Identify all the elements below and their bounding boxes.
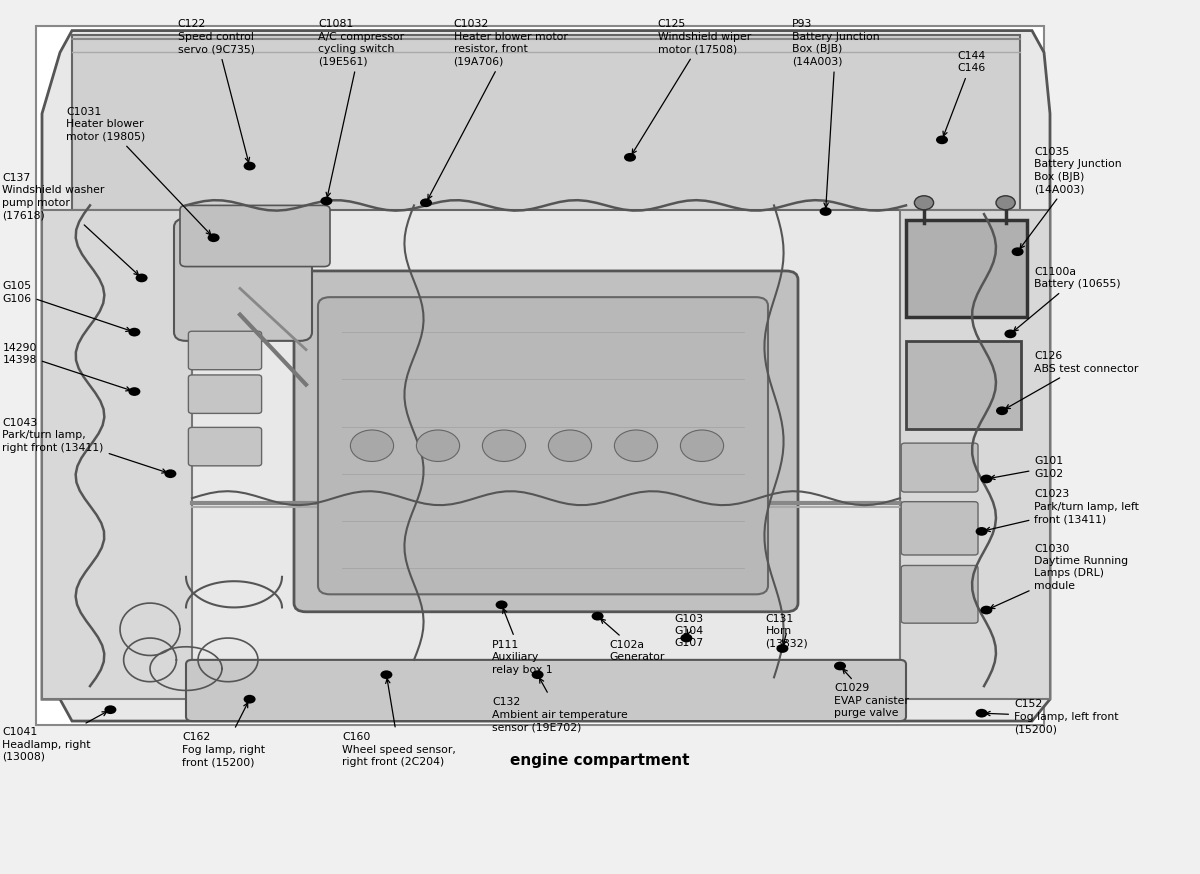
Text: C102a
Generator: C102a Generator	[601, 619, 665, 662]
Text: C1031
Heater blower
motor (19805): C1031 Heater blower motor (19805)	[66, 107, 211, 235]
Text: C1023
Park/turn lamp, left
front (13411): C1023 Park/turn lamp, left front (13411)	[985, 489, 1139, 531]
Text: C122
Speed control
servo (9C735): C122 Speed control servo (9C735)	[178, 19, 254, 162]
Circle shape	[614, 430, 658, 461]
Circle shape	[244, 162, 256, 170]
Circle shape	[208, 233, 220, 242]
Text: C126
ABS test connector: C126 ABS test connector	[1006, 351, 1139, 409]
Text: G105
G106: G105 G106	[2, 281, 131, 331]
Text: C1081
A/C compressor
cycling switch
(19E561): C1081 A/C compressor cycling switch (19E…	[318, 19, 404, 197]
FancyBboxPatch shape	[188, 427, 262, 466]
Text: C162
Fog lamp, right
front (15200): C162 Fog lamp, right front (15200)	[182, 703, 265, 767]
Circle shape	[482, 430, 526, 461]
Circle shape	[1012, 247, 1024, 256]
Circle shape	[380, 670, 392, 679]
Circle shape	[104, 705, 116, 714]
FancyBboxPatch shape	[42, 210, 192, 699]
Circle shape	[128, 387, 140, 396]
Circle shape	[350, 430, 394, 461]
Circle shape	[532, 670, 544, 679]
FancyBboxPatch shape	[318, 297, 768, 594]
FancyBboxPatch shape	[186, 660, 906, 721]
FancyBboxPatch shape	[174, 218, 312, 341]
Circle shape	[496, 600, 508, 609]
Circle shape	[834, 662, 846, 670]
FancyBboxPatch shape	[901, 502, 978, 555]
Circle shape	[128, 328, 140, 336]
FancyBboxPatch shape	[901, 443, 978, 492]
Text: C1043
Park/turn lamp,
right front (13411): C1043 Park/turn lamp, right front (13411…	[2, 418, 167, 473]
Circle shape	[592, 612, 604, 621]
Text: C1035
Battery Junction
Box (BJB)
(14A003): C1035 Battery Junction Box (BJB) (14A003…	[1020, 147, 1122, 248]
Text: C152
Fog lamp, left front
(15200): C152 Fog lamp, left front (15200)	[985, 699, 1118, 734]
Text: G101
G102: G101 G102	[990, 456, 1063, 480]
Circle shape	[976, 709, 988, 718]
FancyBboxPatch shape	[188, 331, 262, 370]
Polygon shape	[42, 31, 1050, 721]
FancyBboxPatch shape	[188, 375, 262, 413]
Text: C131
Horn
(13832): C131 Horn (13832)	[766, 614, 809, 649]
FancyBboxPatch shape	[906, 220, 1027, 317]
FancyBboxPatch shape	[72, 35, 1020, 210]
Text: C1030
Daytime Running
Lamps (DRL)
module: C1030 Daytime Running Lamps (DRL) module	[990, 544, 1128, 608]
Text: C125
Windshield wiper
motor (17508): C125 Windshield wiper motor (17508)	[632, 19, 751, 154]
Circle shape	[936, 135, 948, 144]
Text: C137
Windshield washer
pump motor
(17618): C137 Windshield washer pump motor (17618…	[2, 173, 138, 275]
Text: C160
Wheel speed sensor,
right front (2C204): C160 Wheel speed sensor, right front (2C…	[342, 679, 456, 767]
Text: P111
Auxiliary
relay box 1: P111 Auxiliary relay box 1	[492, 608, 553, 675]
Circle shape	[136, 274, 148, 282]
Circle shape	[996, 196, 1015, 210]
Circle shape	[914, 196, 934, 210]
Circle shape	[680, 430, 724, 461]
FancyBboxPatch shape	[906, 341, 1021, 429]
FancyBboxPatch shape	[180, 205, 330, 267]
Text: C1100a
Battery (10655): C1100a Battery (10655)	[1014, 267, 1121, 331]
Circle shape	[320, 197, 332, 205]
Circle shape	[548, 430, 592, 461]
Text: P93
Battery Junction
Box (BJB)
(14A003): P93 Battery Junction Box (BJB) (14A003)	[792, 19, 880, 207]
Text: 14290
14398: 14290 14398	[2, 343, 131, 391]
Circle shape	[244, 695, 256, 704]
Circle shape	[976, 527, 988, 536]
Circle shape	[980, 475, 992, 483]
Circle shape	[164, 469, 176, 478]
Circle shape	[1004, 329, 1016, 338]
Circle shape	[420, 198, 432, 207]
FancyBboxPatch shape	[900, 210, 1050, 699]
Circle shape	[416, 430, 460, 461]
Text: G103
G104
G107: G103 G104 G107	[674, 614, 703, 649]
FancyBboxPatch shape	[36, 26, 1044, 725]
Text: C1041
Headlamp, right
(13008): C1041 Headlamp, right (13008)	[2, 711, 107, 762]
Circle shape	[680, 634, 692, 642]
Circle shape	[776, 644, 788, 653]
Text: C132
Ambient air temperature
sensor (19E702): C132 Ambient air temperature sensor (19E…	[492, 678, 628, 732]
Text: C1032
Heater blower motor
resistor, front
(19A706): C1032 Heater blower motor resistor, fron…	[428, 19, 568, 199]
Circle shape	[624, 153, 636, 162]
Text: C144
C146: C144 C146	[943, 51, 986, 136]
Text: C1029
EVAP canister
purge valve: C1029 EVAP canister purge valve	[834, 669, 908, 718]
FancyBboxPatch shape	[901, 565, 978, 623]
Circle shape	[820, 207, 832, 216]
FancyBboxPatch shape	[294, 271, 798, 612]
Circle shape	[996, 406, 1008, 415]
Text: engine compartment: engine compartment	[510, 753, 690, 768]
Circle shape	[980, 606, 992, 614]
